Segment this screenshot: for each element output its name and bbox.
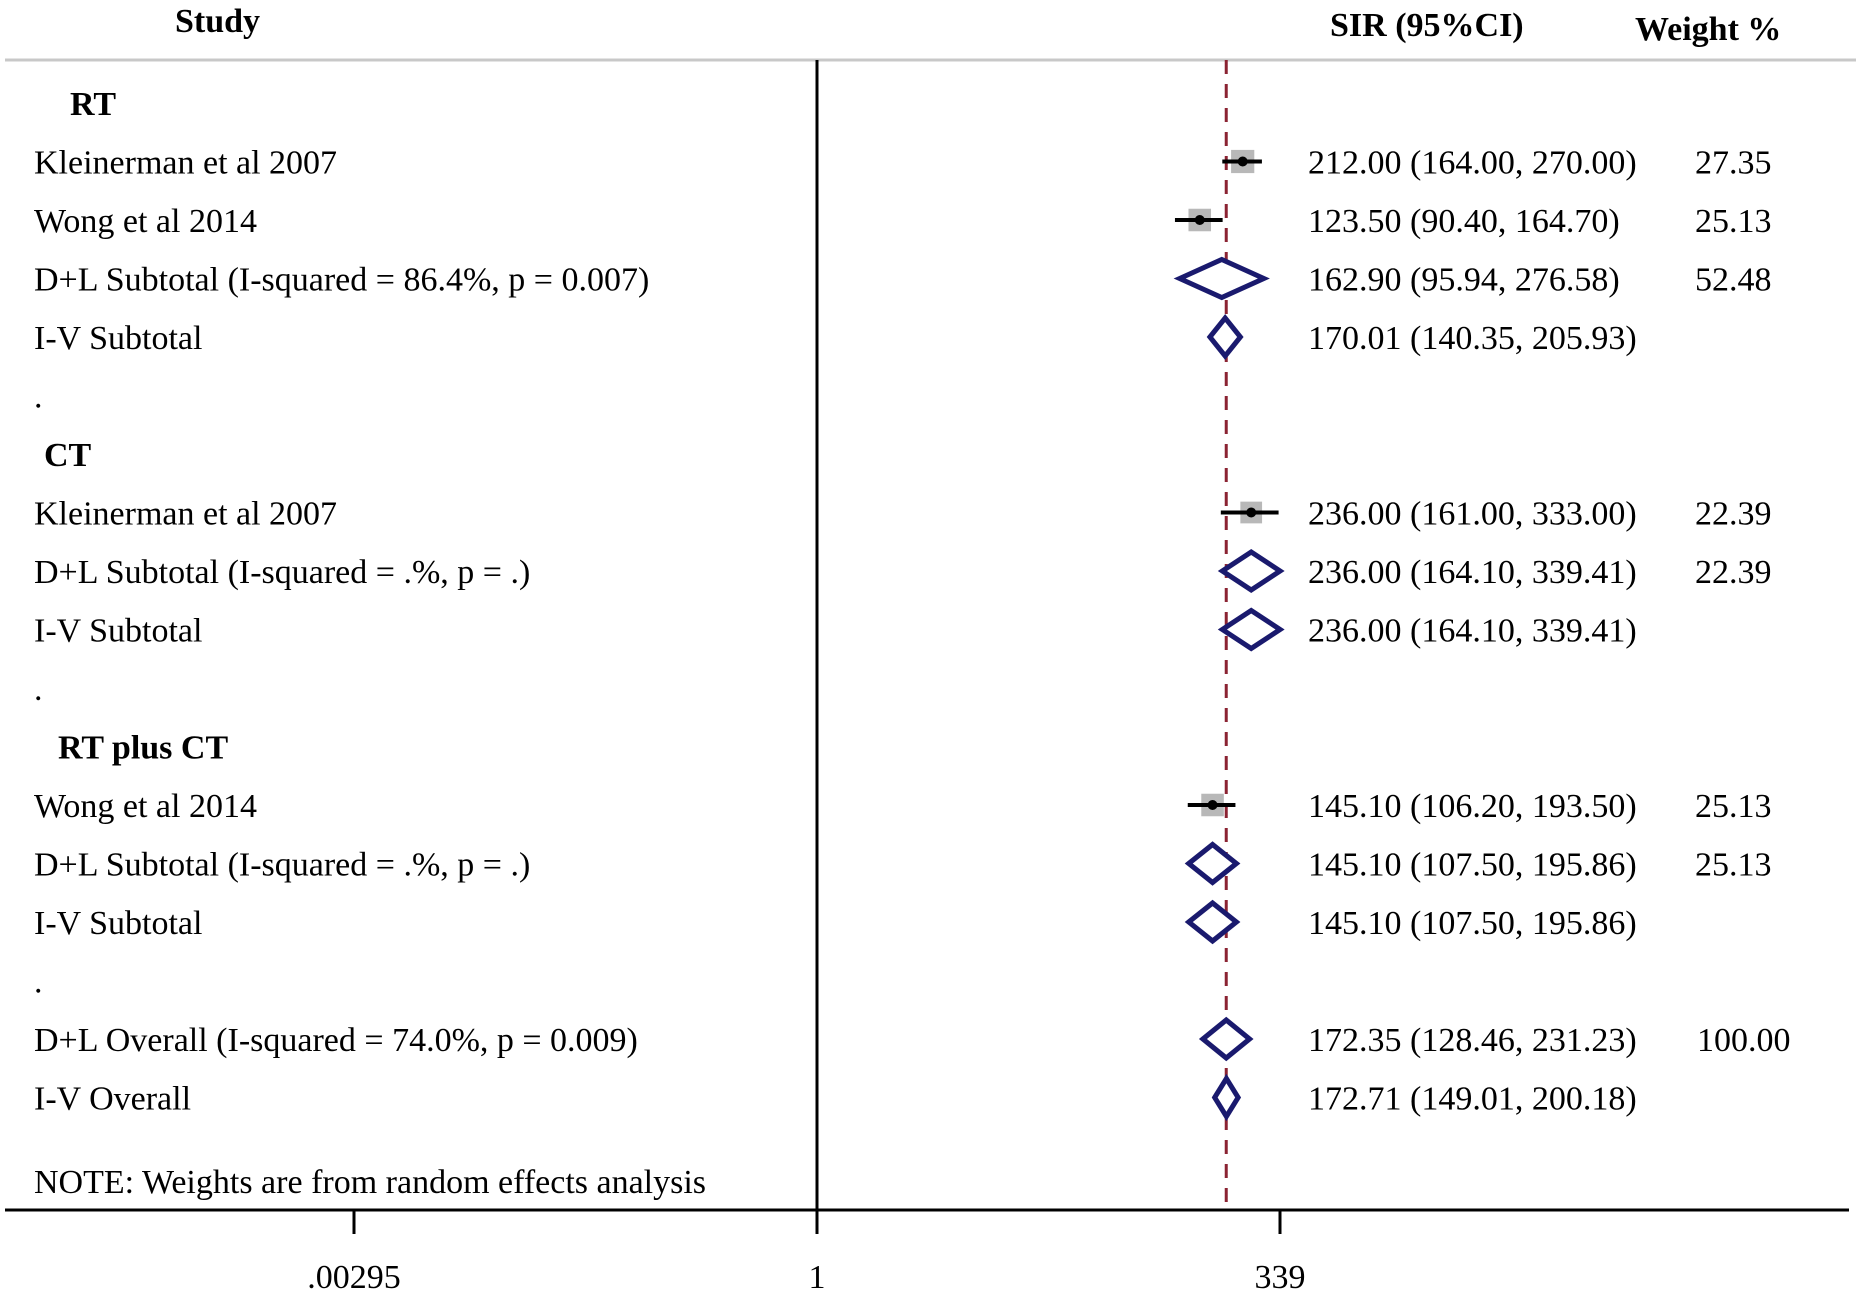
weight-text: 52.48 — [1695, 262, 1772, 299]
row-label: Wong et al 2014 — [34, 788, 257, 825]
row-label: I-V Subtotal — [34, 613, 202, 650]
weight-text: 25.13 — [1695, 788, 1772, 825]
row-pooled: D+L Subtotal (I-squared = .%, p = .) 145.… — [34, 841, 1772, 886]
effect-ci-text: 236.00 (164.10, 339.41) — [1308, 554, 1637, 591]
weight-text: 25.13 — [1695, 203, 1772, 240]
x-tick-label: 1 — [809, 1259, 826, 1293]
spacer-dot: . — [34, 379, 43, 416]
point-estimate — [1194, 215, 1205, 225]
row-dot: . — [34, 671, 43, 708]
group-label: RT plus CT — [58, 730, 228, 767]
row-label: Wong et al 2014 — [34, 203, 257, 240]
note-text: NOTE: Weights are from random effects an… — [34, 1164, 706, 1201]
pooled-diamond — [1211, 1073, 1242, 1122]
pooled-diamond — [1217, 607, 1285, 652]
row-pooled: D+L Overall (I-squared = 74.0%, p = 0.00… — [34, 1016, 1791, 1062]
effect-ci-text: 123.50 (90.40, 164.70) — [1308, 203, 1620, 240]
effect-ci-text: 236.00 (164.10, 339.41) — [1308, 613, 1637, 650]
effect-ci-text: 145.10 (107.50, 195.86) — [1308, 905, 1637, 942]
pooled-diamond — [1206, 314, 1244, 360]
weight-text: 22.39 — [1695, 496, 1772, 533]
header-weight: Weight % — [1635, 11, 1781, 48]
weight-text: 25.13 — [1695, 847, 1772, 884]
effect-ci-text: 172.71 (149.01, 200.18) — [1308, 1081, 1637, 1118]
row-study: Kleinerman et al 2007 236.00 (161.00, 333… — [34, 496, 1772, 533]
weight-text: 27.35 — [1695, 145, 1772, 182]
row-pooled: I-V Subtotal 170.01 (140.35, 205.93) — [34, 314, 1637, 360]
row-pooled: D+L Subtotal (I-squared = .%, p = .) 236.… — [34, 549, 1772, 593]
effect-ci-text: 145.10 (106.20, 193.50) — [1308, 788, 1637, 825]
header-study: Study — [175, 3, 260, 40]
row-group: CT — [44, 437, 92, 474]
effect-ci-text: 172.35 (128.46, 231.23) — [1308, 1022, 1637, 1059]
x-axis-ticks: .00295 1 339 — [307, 1210, 1306, 1293]
row-label: Kleinerman et al 2007 — [34, 145, 337, 182]
row-group: RT — [70, 86, 116, 123]
group-label: RT — [70, 86, 116, 123]
row-pooled: I-V Subtotal 145.10 (107.50, 195.86) — [34, 899, 1637, 945]
row-label: I-V Overall — [34, 1081, 191, 1118]
row-label: I-V Subtotal — [34, 905, 202, 942]
effect-ci-text: 236.00 (161.00, 333.00) — [1308, 496, 1637, 533]
effect-ci-text: 212.00 (164.00, 270.00) — [1308, 145, 1637, 182]
pooled-diamond — [1198, 1016, 1254, 1062]
row-pooled: D+L Subtotal (I-squared = 86.4%, p = 0.0… — [34, 256, 1772, 301]
x-tick-label: 339 — [1255, 1259, 1306, 1293]
group-label: CT — [44, 437, 92, 474]
row-group: RT plus CT — [58, 730, 228, 767]
row-study: Kleinerman et al 2007 212.00 (164.00, 270… — [34, 145, 1772, 182]
row-pooled: I-V Subtotal 236.00 (164.10, 339.41) — [34, 607, 1637, 652]
point-estimate — [1207, 800, 1218, 810]
row-study: Wong et al 2014 123.50 (90.40, 164.70) 25.… — [34, 203, 1772, 240]
point-estimate — [1237, 156, 1248, 167]
row-study: Wong et al 2014 145.10 (106.20, 193.50) 25… — [34, 788, 1772, 825]
pooled-diamond — [1184, 841, 1241, 886]
pooled-diamond — [1173, 256, 1270, 301]
effect-ci-text: 162.90 (95.94, 276.58) — [1308, 262, 1620, 299]
weight-text: 100.00 — [1697, 1022, 1791, 1059]
spacer-dot: . — [34, 671, 43, 708]
pooled-diamond — [1217, 549, 1285, 593]
row-label: D+L Subtotal (I-squared = .%, p = .) — [34, 847, 530, 884]
spacer-dot: . — [34, 964, 43, 1001]
row-pooled: I-V Overall 172.71 (149.01, 200.18) — [34, 1073, 1637, 1122]
row-label: D+L Subtotal (I-squared = .%, p = .) — [34, 554, 530, 591]
weight-text: 22.39 — [1695, 554, 1772, 591]
effect-ci-text: 145.10 (107.50, 195.86) — [1308, 847, 1637, 884]
row-label: D+L Subtotal (I-squared = 86.4%, p = 0.0… — [34, 262, 649, 299]
row-label: D+L Overall (I-squared = 74.0%, p = 0.00… — [34, 1022, 638, 1059]
forest-rows: RT Kleinerman et al 2007 212.00 (164.00, 2… — [34, 86, 1791, 1122]
row-dot: . — [34, 964, 43, 1001]
pooled-diamond — [1184, 899, 1241, 945]
row-dot: . — [34, 379, 43, 416]
point-estimate — [1246, 507, 1257, 518]
row-label: I-V Subtotal — [34, 320, 202, 357]
row-label: Kleinerman et al 2007 — [34, 496, 337, 533]
x-tick-label: .00295 — [307, 1259, 401, 1293]
effect-ci-text: 170.01 (140.35, 205.93) — [1308, 320, 1637, 357]
header-effect: SIR (95%CI) — [1330, 7, 1524, 44]
